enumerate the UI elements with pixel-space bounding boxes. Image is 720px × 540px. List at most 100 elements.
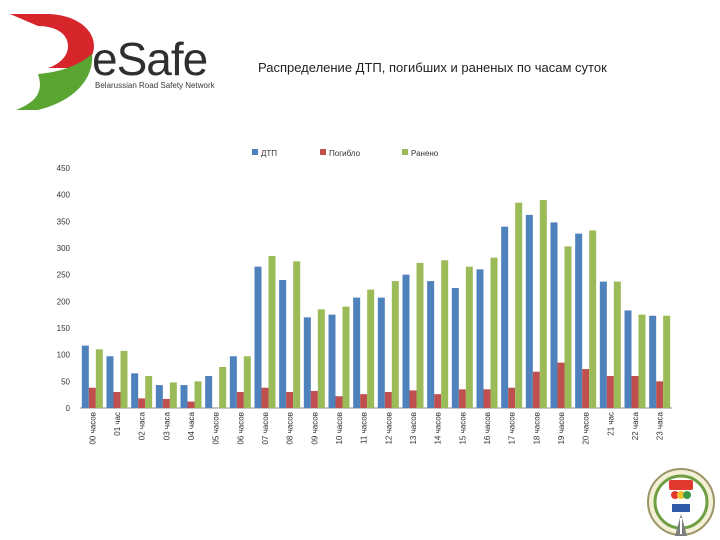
x-tick-label: 04 часа: [187, 411, 196, 440]
x-tick-label: 06 часов: [236, 412, 245, 445]
x-tick-label: 11 часов: [360, 412, 369, 444]
x-tick-label: 02 часа: [138, 411, 147, 440]
bar-killed: [508, 387, 516, 408]
x-tick-label: 08 часов: [286, 412, 295, 445]
bar-dtp: [599, 281, 607, 408]
bar-injured: [95, 349, 103, 408]
y-tick-label: 250: [57, 271, 71, 280]
bar-dtp: [476, 269, 484, 408]
bar-dtp: [525, 214, 533, 408]
bar-dtp: [229, 356, 237, 408]
chart-title: Распределение ДТП, погибших и раненых по…: [258, 60, 607, 75]
bar-injured: [293, 261, 301, 408]
legend-swatch: [252, 149, 258, 155]
bar-injured: [391, 281, 399, 408]
x-tick-label: 09 часов: [310, 412, 319, 445]
x-tick-label: 03 часа: [162, 411, 171, 440]
bar-killed: [606, 376, 614, 408]
logo-brand-text: eSafe: [92, 33, 208, 85]
bar-dtp: [328, 314, 336, 408]
bar-injured: [663, 315, 671, 408]
bar-killed: [483, 389, 491, 408]
bar-dtp: [205, 376, 213, 408]
bar-dtp: [402, 274, 410, 408]
bar-killed: [631, 376, 639, 408]
bar-injured: [342, 306, 350, 408]
bar-dtp: [451, 288, 459, 408]
logo-green-swoosh: [16, 54, 93, 110]
x-tick-label: 15 часов: [458, 412, 467, 445]
bar-killed: [656, 381, 664, 408]
legend-label: Погибло: [329, 149, 361, 158]
x-tick-label: 14 часов: [434, 412, 443, 445]
bar-killed: [409, 390, 417, 408]
legend-swatch: [402, 149, 408, 155]
y-tick-label: 350: [57, 217, 71, 226]
bar-dtp: [649, 315, 657, 408]
bar-injured: [490, 257, 498, 408]
x-tick-label: 05 часов: [212, 412, 221, 445]
bar-killed: [261, 387, 269, 408]
bar-injured: [120, 350, 128, 408]
y-tick-label: 50: [61, 377, 70, 386]
y-tick-label: 200: [57, 297, 71, 306]
bar-injured: [465, 266, 473, 408]
bar-injured: [589, 230, 597, 408]
bar-dtp: [180, 385, 188, 408]
x-tick-label: 20 часов: [582, 412, 591, 445]
bar-dtp: [155, 385, 163, 408]
bar-dtp: [279, 280, 287, 408]
x-tick-label: 17 часов: [508, 412, 517, 445]
bar-dtp: [254, 266, 262, 408]
bar-injured: [638, 314, 646, 408]
bar-injured: [441, 260, 449, 408]
bar-killed: [458, 389, 466, 408]
bar-injured: [194, 381, 202, 408]
bar-killed: [384, 392, 392, 408]
y-tick-label: 100: [57, 351, 71, 360]
bar-dtp: [427, 281, 435, 408]
x-tick-label: 00 часов: [88, 412, 97, 445]
legend-swatch: [320, 149, 326, 155]
y-tick-label: 0: [66, 404, 71, 413]
bar-killed: [88, 387, 96, 408]
esafe-logo: [10, 14, 94, 110]
bar-injured: [219, 366, 227, 408]
bar-dtp: [624, 310, 632, 408]
x-tick-label: 13 часов: [409, 412, 418, 445]
bar-killed: [138, 398, 146, 408]
bar-dtp: [106, 356, 114, 408]
bar-injured: [416, 262, 424, 408]
bar-killed: [582, 369, 590, 408]
bar-killed: [434, 394, 442, 408]
logo-tagline: Belarussian Road Safety Network: [95, 81, 215, 90]
x-tick-label: 10 часов: [335, 412, 344, 445]
y-tick-label: 400: [57, 191, 71, 200]
bar-injured: [243, 356, 251, 408]
x-tick-label: 22 часа: [631, 411, 640, 440]
bar-killed: [187, 401, 195, 408]
bar-killed: [335, 396, 343, 408]
bar-dtp: [550, 222, 558, 408]
bar-injured: [145, 376, 153, 408]
bar-dtp: [501, 226, 509, 408]
x-tick-label: 18 часов: [532, 412, 541, 445]
y-tick-label: 300: [57, 244, 71, 253]
bar-dtp: [303, 317, 311, 408]
y-tick-label: 450: [57, 164, 71, 173]
bar-injured: [613, 281, 621, 408]
road-safety-emblem: [647, 468, 715, 536]
bar-dtp: [377, 297, 385, 408]
x-tick-label: 19 часов: [557, 412, 566, 445]
bar-dtp: [81, 345, 89, 408]
bar-killed: [236, 392, 244, 408]
bar-injured: [564, 246, 572, 408]
bar-killed: [113, 392, 121, 408]
bar-dtp: [353, 297, 361, 408]
bar-killed: [557, 362, 565, 408]
bar-injured: [367, 289, 375, 408]
y-tick-label: 150: [57, 324, 71, 333]
bar-injured: [539, 200, 547, 408]
legend-label: Ранено: [411, 149, 439, 158]
legend-label: ДТП: [261, 149, 277, 158]
